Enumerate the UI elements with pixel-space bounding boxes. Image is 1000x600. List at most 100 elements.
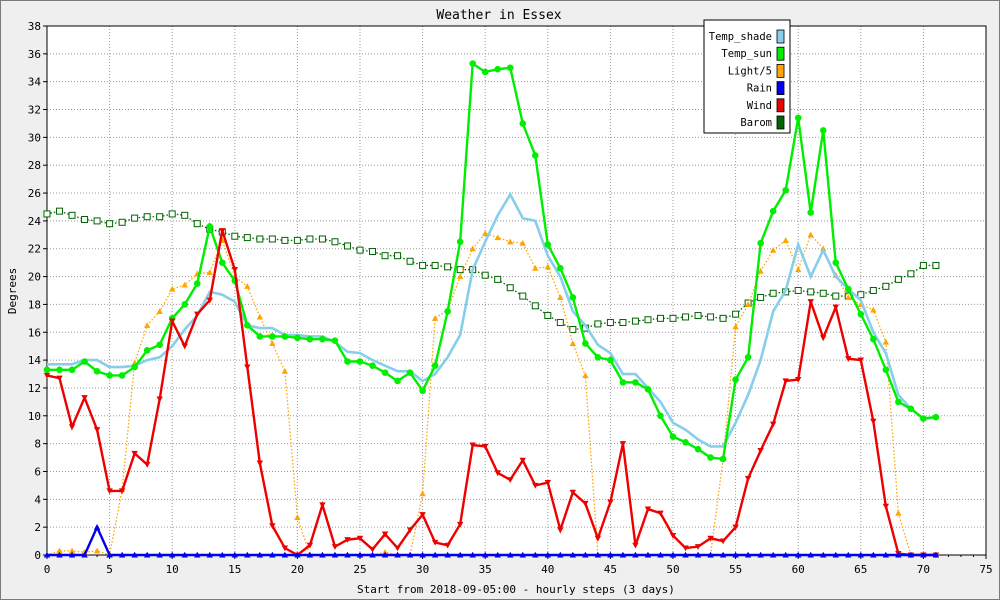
data-point-light-5 [93,547,101,554]
data-point-wind [532,482,539,489]
data-point-rain [694,551,702,558]
series-layer [43,60,940,559]
series-temp-sun [43,60,940,463]
x-tick-label: 25 [353,563,366,576]
series-line-wind [46,230,936,557]
data-point-temp-sun [594,354,602,361]
data-point-temp-sun [882,366,890,374]
y-tick-label: 22 [28,243,41,256]
data-point-wind [882,503,890,510]
data-point-temp-sun [431,362,439,369]
data-point-light-5 [143,322,151,328]
data-point-rain [181,551,188,558]
legend-label: Rain [747,83,772,95]
x-tick-label: 0 [44,563,51,576]
data-point-temp-sun [469,60,476,67]
data-point-barom [556,319,564,327]
data-point-light-5 [732,323,739,330]
data-point-light-5 [795,266,802,273]
x-tick-label: 60 [792,563,805,576]
data-point-wind [56,375,63,382]
data-point-rain [607,551,614,558]
data-point-wind [219,228,226,234]
data-point-temp-sun [920,415,927,422]
data-point-rain [156,551,163,558]
data-point-rain [544,551,551,558]
x-tick-label: 30 [416,563,429,576]
data-point-light-5 [557,294,564,301]
data-point-light-5 [895,510,902,516]
data-point-wind [569,489,577,496]
y-tick-label: 14 [28,354,42,367]
data-point-wind [81,395,88,401]
data-point-barom [682,313,690,321]
data-point-barom [894,275,902,283]
data-point-light-5 [281,368,289,374]
y-tick-label: 12 [28,382,41,395]
data-point-rain [932,551,940,558]
data-point-rain [744,551,752,558]
data-point-rain [206,551,213,558]
data-point-wind [181,343,188,350]
x-tick-label: 20 [291,563,304,576]
data-point-rain [482,551,489,558]
data-point-barom [531,302,539,310]
data-point-rain [118,551,126,558]
data-point-rain [331,551,339,558]
data-point-wind [732,524,739,531]
data-point-wind [507,477,514,484]
data-point-light-5 [68,547,76,554]
data-point-light-5 [569,340,577,346]
data-point-rain [682,551,689,558]
legend-label: Wind [747,100,772,112]
data-point-temp-sun [218,259,226,266]
data-point-light-5 [169,285,176,292]
legend-swatch [776,115,785,130]
x-tick-label: 75 [979,563,992,576]
data-point-barom [256,235,264,243]
data-point-rain [795,551,802,558]
data-point-wind [381,531,389,538]
data-point-rain [394,551,401,558]
data-point-temp-sun [657,412,664,420]
series-line-light-5 [46,232,936,556]
data-point-wind [519,457,526,464]
data-point-barom [331,238,339,246]
data-point-rain [920,551,927,558]
data-point-rain [569,551,577,558]
data-point-barom [343,242,351,250]
data-point-barom [43,210,51,218]
data-point-barom [932,261,940,269]
data-point-wind [93,427,101,433]
data-point-light-5 [419,490,426,497]
data-point-rain [769,551,777,558]
data-point-light-5 [544,263,551,270]
data-point-light-5 [532,265,539,271]
data-point-temp-sun [494,65,502,73]
legend-swatch [776,29,785,44]
data-point-wind [419,512,426,518]
data-point-temp-sun [43,366,51,374]
data-point-rain [882,551,890,558]
data-point-wind [744,475,752,482]
y-tick-label: 36 [28,48,41,61]
data-point-wind [757,448,764,454]
data-point-barom [406,257,414,265]
x-tick-label: 55 [729,563,742,576]
y-tick-label: 24 [28,215,42,228]
data-point-rain [857,551,864,558]
data-point-barom [669,314,677,322]
data-point-wind [306,542,314,549]
data-point-temp-sun [244,322,251,329]
data-point-temp-sun [143,347,151,354]
data-point-rain [56,551,63,558]
y-tick-label: 18 [28,298,41,311]
data-point-barom [519,292,527,300]
data-point-barom [131,214,139,222]
data-point-rain [93,523,101,530]
data-point-temp-sun [294,334,301,342]
data-point-temp-sun [895,398,902,406]
data-point-light-5 [469,245,476,252]
data-point-temp-sun [544,241,552,248]
y-tick-label: 34 [28,76,42,89]
